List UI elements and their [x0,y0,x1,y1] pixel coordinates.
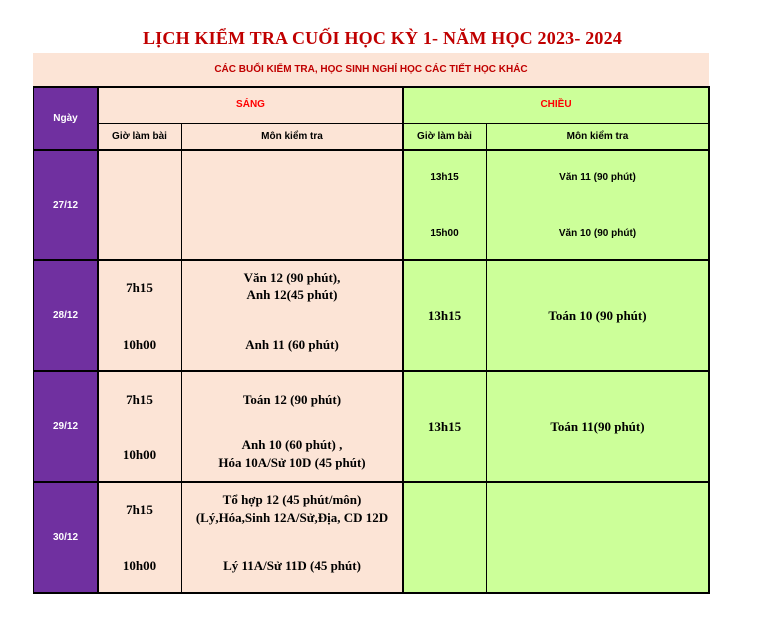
rule-header-bottom [33,149,709,151]
pm-subject-29: Toán 11(90 phút) [550,419,645,434]
pm-subject-27-1: Văn 11 (90 phút) [559,171,636,183]
date-28-12: 28/12 [33,260,98,371]
am-time-30-1: 7h15 [126,502,153,517]
morning-section [98,86,403,593]
exam-note: CÁC BUỔI KIỂM TRA, HỌC SINH NGHỈ HỌC CÁC… [33,53,709,86]
pm-subject-30 [486,527,709,547]
border-left [33,86,34,594]
pm-time-28: 13h15 [427,308,462,323]
am-subject-28-1b: Anh 12(45 phút) [246,287,338,302]
am-subject-30-2: Lý 11A/Sử 11D (45 phút) [223,558,361,573]
pm-time-27-2: 15h00 [430,227,459,239]
page-title: LỊCH KIỂM TRA CUỐI HỌC KỲ 1- NĂM HỌC 202… [142,28,623,48]
header-day: Ngày [33,86,98,150]
pm-time-27-1: 13h15 [430,171,459,183]
am-time-29-2: 10h00 [122,447,157,462]
rule-col-morning [402,86,404,594]
border-top [33,86,709,88]
am-subject-29-1: Toán 12 (90 phút) [242,392,342,407]
afternoon-section [403,86,709,593]
header-afternoon-time: Giờ làm bài [417,131,472,142]
rule-col-pm-time [486,123,487,594]
border-right [708,86,710,594]
border-bottom [33,592,709,594]
am-subject-29-2b: Hóa 10A/Sử 10D (45 phút) [218,455,366,470]
date-29-12: 29/12 [33,371,98,482]
rule-row-3 [33,481,709,483]
am-subject-28-1a: Văn 12 (90 phút), [243,270,341,285]
rule-col-day [97,86,99,594]
pm-time-29: 13h15 [427,419,462,434]
rule-row-1 [33,259,709,261]
date-27-12: 27/12 [33,150,98,260]
header-afternoon: CHIỀU [540,99,572,110]
pm-subject-27-2: Văn 10 (90 phút) [558,227,637,239]
rule-row-2 [33,370,709,372]
pm-subject-28: Toán 10 (90 phút) [548,308,647,323]
am-subject-29-2a: Anh 10 (60 phút) , [241,437,343,452]
pm-time-30 [403,527,486,547]
am-subject-28-2: Anh 11 (60 phút) [245,337,339,352]
header-morning-subject: Môn kiểm tra [261,131,323,142]
am-subject-30-1b: (Lý,Hóa,Sinh 12A/Sử,Địa, CD 12D [195,510,389,525]
rule-col-am-time [181,123,182,594]
header-afternoon-subject: Môn kiểm tra [566,131,629,142]
date-30-12: 30/12 [33,482,98,593]
header-morning: SÁNG [236,99,265,110]
header-morning-time: Giờ làm bài [112,131,167,142]
am-time-29-1: 7h15 [126,392,153,407]
am-time-30-2: 10h00 [122,558,157,573]
am-time-28-2: 10h00 [122,337,157,352]
am-time-28-1: 7h15 [126,280,153,295]
am-subject-30-1a: Tổ hợp 12 (45 phút/môn) [222,492,362,507]
